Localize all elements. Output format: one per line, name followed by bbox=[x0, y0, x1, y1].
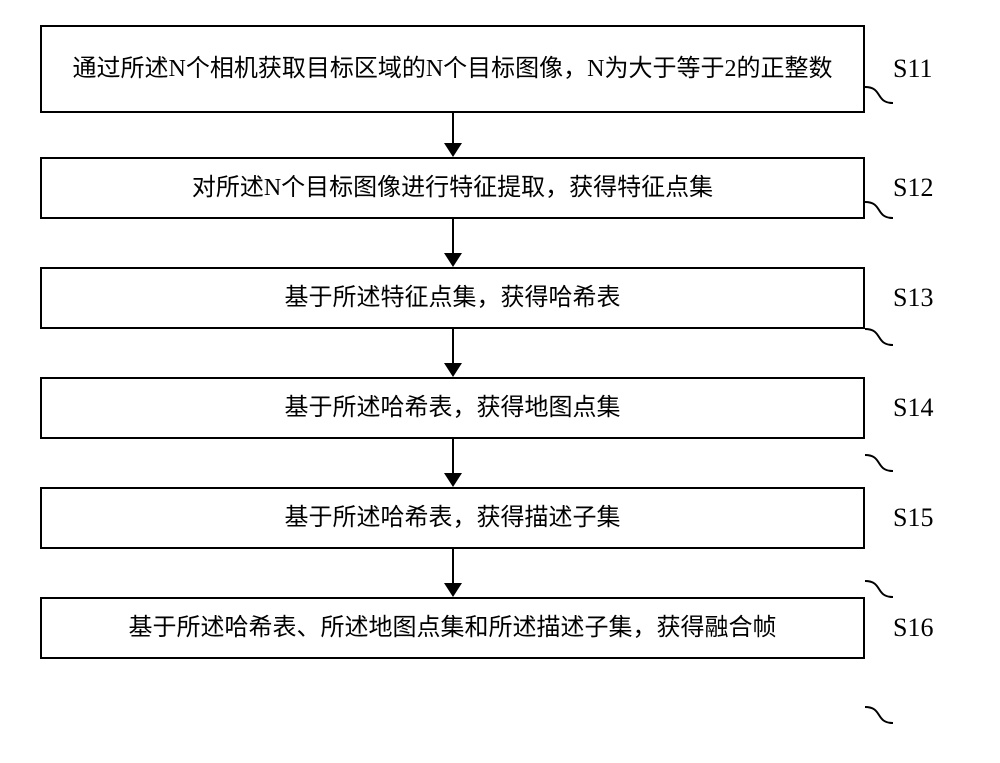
flow-step-row: 对所述N个目标图像进行特征提取，获得特征点集 S12 bbox=[40, 157, 960, 219]
flow-step-label: S14 bbox=[893, 393, 933, 423]
flow-connector bbox=[40, 549, 865, 597]
flow-step-label: S12 bbox=[893, 173, 933, 203]
arrowhead-icon bbox=[444, 583, 462, 597]
label-connector-curve bbox=[865, 327, 895, 347]
flow-step-label: S13 bbox=[893, 283, 933, 313]
arrow-line bbox=[452, 329, 454, 363]
flow-connector bbox=[40, 439, 865, 487]
flow-step-label: S16 bbox=[893, 613, 933, 643]
flow-step-row: 通过所述N个相机获取目标区域的N个目标图像，N为大于等于2的正整数 S11 bbox=[40, 25, 960, 113]
flowchart-container: 通过所述N个相机获取目标区域的N个目标图像，N为大于等于2的正整数 S11 对所述N… bbox=[40, 25, 960, 659]
flow-step-box: 通过所述N个相机获取目标区域的N个目标图像，N为大于等于2的正整数 bbox=[40, 25, 865, 113]
flow-step-row: 基于所述哈希表，获得描述子集 S15 bbox=[40, 487, 960, 549]
arrow-line bbox=[452, 219, 454, 253]
flow-step-box: 基于所述哈希表，获得描述子集 bbox=[40, 487, 865, 549]
flow-connector bbox=[40, 329, 865, 377]
flow-step-box: 基于所述哈希表，获得地图点集 bbox=[40, 377, 865, 439]
label-connector-curve bbox=[865, 705, 895, 725]
flow-step-row: 基于所述特征点集，获得哈希表 S13 bbox=[40, 267, 960, 329]
arrow-line bbox=[452, 439, 454, 473]
flow-step-row: 基于所述哈希表、所述地图点集和所述描述子集，获得融合帧 S16 bbox=[40, 597, 960, 659]
flow-step-row: 基于所述哈希表，获得地图点集 S14 bbox=[40, 377, 960, 439]
flow-step-box: 对所述N个目标图像进行特征提取，获得特征点集 bbox=[40, 157, 865, 219]
arrow-line bbox=[452, 113, 454, 143]
flow-step-box: 基于所述哈希表、所述地图点集和所述描述子集，获得融合帧 bbox=[40, 597, 865, 659]
flow-step-box: 基于所述特征点集，获得哈希表 bbox=[40, 267, 865, 329]
label-connector-curve bbox=[865, 579, 895, 599]
arrowhead-icon bbox=[444, 253, 462, 267]
flow-connector bbox=[40, 219, 865, 267]
arrowhead-icon bbox=[444, 473, 462, 487]
flow-step-label: S15 bbox=[893, 503, 933, 533]
flow-step-label: S11 bbox=[893, 54, 933, 84]
label-connector-curve bbox=[865, 453, 895, 473]
arrowhead-icon bbox=[444, 143, 462, 157]
arrowhead-icon bbox=[444, 363, 462, 377]
arrow-line bbox=[452, 549, 454, 583]
flow-connector bbox=[40, 113, 865, 157]
